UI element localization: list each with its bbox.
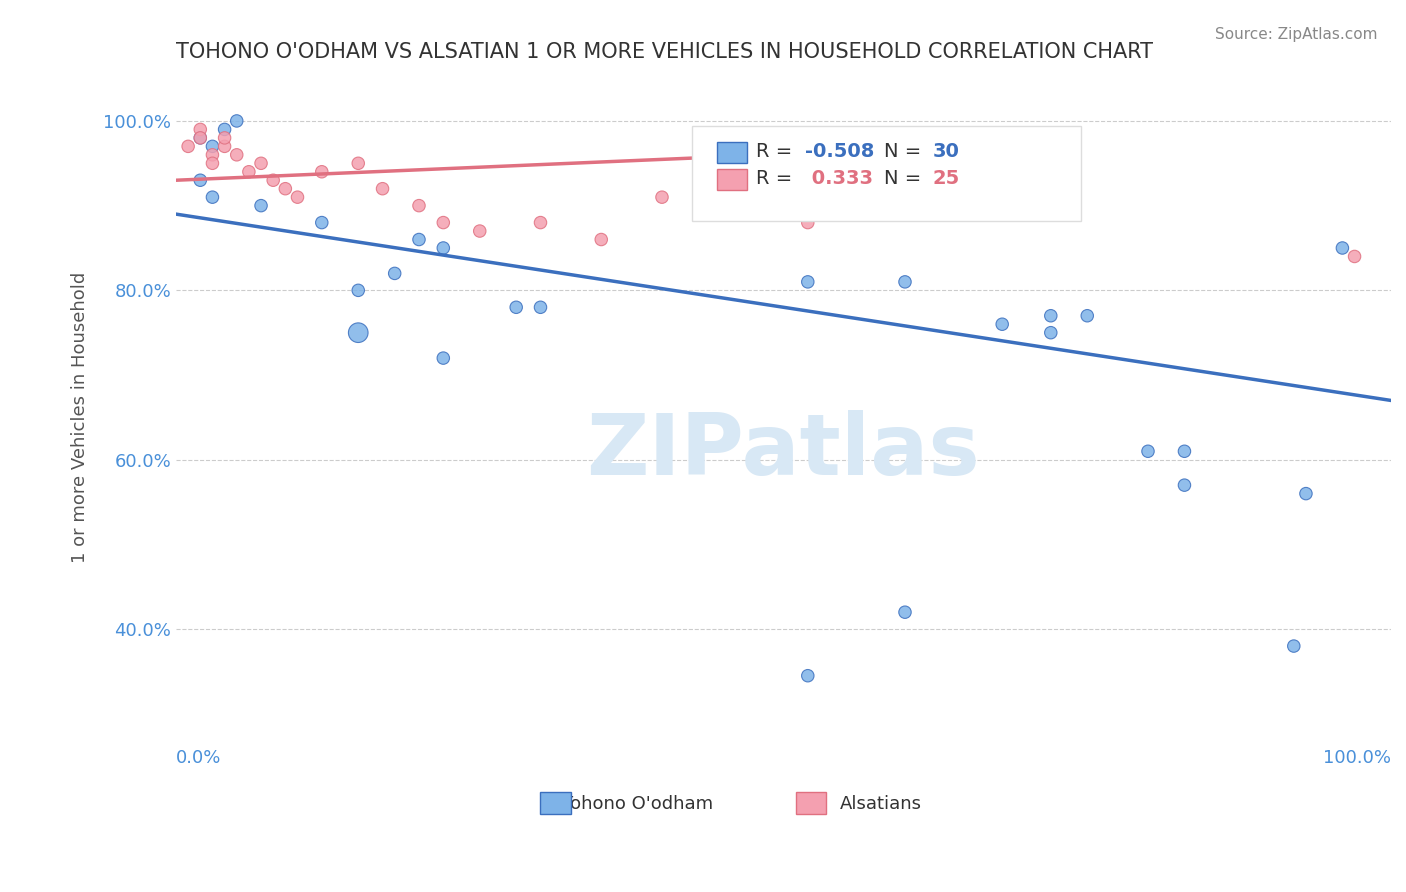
FancyBboxPatch shape <box>796 792 825 814</box>
Point <box>347 283 370 297</box>
Point <box>432 216 454 230</box>
Text: R =: R = <box>755 142 799 161</box>
Text: Tohono O'odham: Tohono O'odham <box>562 795 713 813</box>
Point <box>1295 486 1317 500</box>
Point <box>287 190 309 204</box>
Point <box>651 190 673 204</box>
Point <box>1343 250 1365 264</box>
Text: Alsatians: Alsatians <box>839 795 922 813</box>
Point <box>250 199 273 213</box>
Text: 0.0%: 0.0% <box>176 749 221 767</box>
Point <box>1136 444 1159 458</box>
Text: -0.508: -0.508 <box>806 142 875 161</box>
Point <box>529 216 551 230</box>
Point <box>591 233 613 247</box>
Point <box>797 669 820 683</box>
Point <box>347 326 370 340</box>
Point <box>214 139 236 153</box>
Point <box>225 114 247 128</box>
Point <box>432 241 454 255</box>
Point <box>918 156 941 170</box>
Point <box>384 267 406 281</box>
Point <box>797 216 820 230</box>
Point <box>250 156 273 170</box>
Point <box>188 173 211 187</box>
Point <box>1076 309 1098 323</box>
Point <box>188 131 211 145</box>
Text: Source: ZipAtlas.com: Source: ZipAtlas.com <box>1215 27 1378 42</box>
Point <box>432 351 454 365</box>
Point <box>274 182 297 196</box>
Point <box>201 139 224 153</box>
Point <box>347 156 370 170</box>
Point <box>188 131 211 145</box>
Point <box>177 139 200 153</box>
Point <box>505 300 527 314</box>
Point <box>529 300 551 314</box>
FancyBboxPatch shape <box>717 142 747 163</box>
FancyBboxPatch shape <box>540 792 571 814</box>
Text: R =: R = <box>755 169 799 188</box>
Point <box>214 131 236 145</box>
Point <box>408 233 430 247</box>
Point <box>1173 444 1195 458</box>
Text: TOHONO O'ODHAM VS ALSATIAN 1 OR MORE VEHICLES IN HOUSEHOLD CORRELATION CHART: TOHONO O'ODHAM VS ALSATIAN 1 OR MORE VEH… <box>176 42 1153 62</box>
Point <box>1282 639 1305 653</box>
Point <box>991 317 1014 331</box>
Point <box>468 224 491 238</box>
FancyBboxPatch shape <box>692 126 1081 221</box>
Point <box>201 156 224 170</box>
Point <box>225 148 247 162</box>
Point <box>1331 241 1354 255</box>
Point <box>188 122 211 136</box>
Text: N =: N = <box>884 142 928 161</box>
Point <box>238 165 260 179</box>
Text: 0.333: 0.333 <box>806 169 873 188</box>
Point <box>311 165 333 179</box>
Point <box>797 275 820 289</box>
Point <box>1039 309 1062 323</box>
Point <box>894 275 917 289</box>
Point <box>894 605 917 619</box>
Point <box>262 173 284 187</box>
Text: 30: 30 <box>934 142 960 161</box>
Text: 100.0%: 100.0% <box>1323 749 1391 767</box>
FancyBboxPatch shape <box>717 169 747 190</box>
Point <box>408 199 430 213</box>
Text: ZIPatlas: ZIPatlas <box>586 409 980 492</box>
Y-axis label: 1 or more Vehicles in Household: 1 or more Vehicles in Household <box>72 272 89 563</box>
Point <box>201 190 224 204</box>
Point <box>214 122 236 136</box>
Point <box>1173 478 1195 492</box>
Point <box>201 148 224 162</box>
Point <box>371 182 394 196</box>
Text: N =: N = <box>884 169 928 188</box>
Point <box>311 216 333 230</box>
Text: 25: 25 <box>934 169 960 188</box>
Point <box>1039 326 1062 340</box>
